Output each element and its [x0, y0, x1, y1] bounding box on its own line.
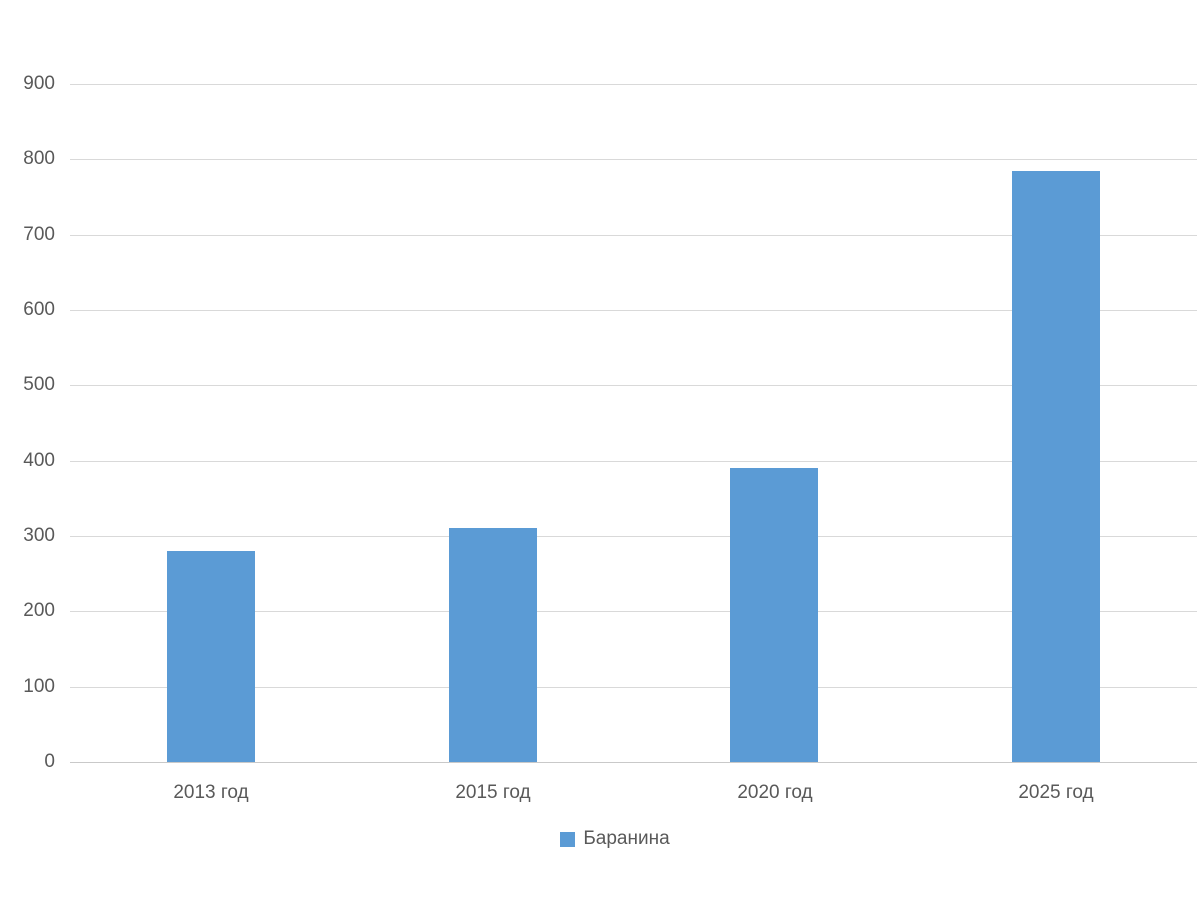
gridline-y-400	[70, 461, 1197, 462]
x-axis-category-label: 2015 год	[455, 782, 531, 803]
gridline-y-800	[70, 159, 1197, 160]
y-axis-tick-label: 800	[23, 148, 55, 169]
legend: Баранина	[30, 828, 1200, 850]
gridline-y-500	[70, 385, 1197, 386]
plot-area	[70, 84, 1197, 763]
y-axis-tick-label: 100	[23, 676, 55, 697]
y-axis-tick-label: 200	[23, 600, 55, 621]
gridline-y-0	[70, 762, 1197, 763]
gridline-y-200	[70, 611, 1197, 612]
y-axis-tick-label: 400	[23, 450, 55, 471]
y-axis-tick-label: 700	[23, 224, 55, 245]
x-axis-category-label: 2013 год	[173, 782, 249, 803]
gridline-y-700	[70, 235, 1197, 236]
y-axis-tick-label: 300	[23, 525, 55, 546]
bar-2013	[167, 551, 255, 762]
legend-swatch-icon	[560, 831, 576, 847]
y-axis-tick-label: 900	[23, 73, 55, 94]
bar-2020	[730, 468, 818, 762]
y-axis-tick-label: 0	[44, 751, 55, 772]
legend-label: Баранина	[583, 828, 670, 849]
x-axis-category-label: 2020 год	[737, 782, 813, 803]
y-axis-tick-label: 500	[23, 374, 55, 395]
x-axis-category-label: 2025 год	[1018, 782, 1094, 803]
bar-2025	[1012, 171, 1100, 762]
gridline-y-900	[70, 84, 1197, 85]
gridline-y-600	[70, 310, 1197, 311]
gridline-y-300	[70, 536, 1197, 537]
y-axis-tick-label: 600	[23, 299, 55, 320]
gridline-y-100	[70, 687, 1197, 688]
bar-2015	[449, 528, 537, 762]
x-axis-labels: 2013 год 2015 год 2020 год 2025 год	[70, 778, 1197, 808]
